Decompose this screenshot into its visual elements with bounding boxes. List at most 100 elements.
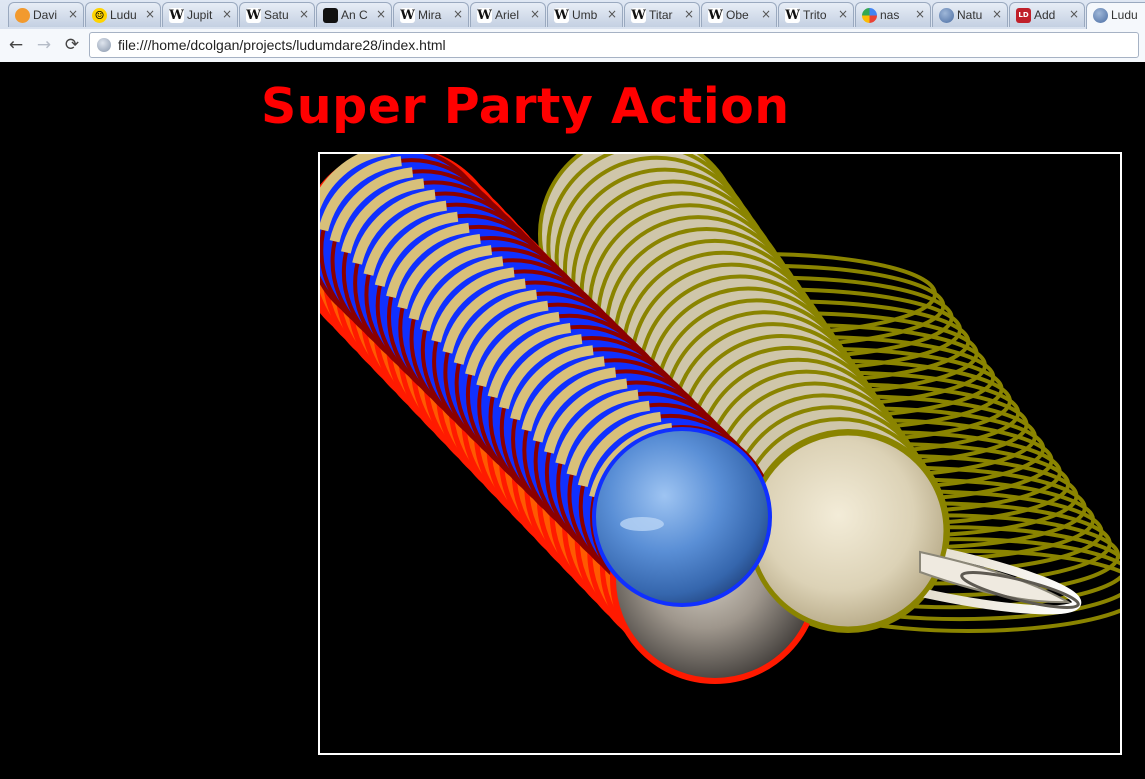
neptune-band-ghost (320, 154, 391, 210)
neptune-band-ghost (352, 189, 436, 265)
tab-label: Ludu (1111, 8, 1138, 22)
neptune-cloud (620, 517, 664, 531)
tab-6[interactable]: W Ariel × (470, 2, 546, 27)
neptune-band-ghost (487, 322, 572, 399)
wikipedia-icon: W (246, 8, 261, 23)
neptune-band-ghost (397, 233, 481, 310)
tab-14[interactable]: Ludu (1086, 2, 1145, 29)
close-tab-icon[interactable]: × (144, 7, 155, 21)
address-bar[interactable]: file:///home/dcolgan/projects/ludumdare2… (89, 32, 1139, 58)
tab-label: Davi (33, 8, 58, 22)
orange-circle-icon (15, 8, 30, 23)
tab-5[interactable]: W Mira × (393, 2, 469, 27)
tab-label: Ludu (110, 8, 137, 22)
neptune-band-ghost (419, 256, 504, 332)
globe-icon (939, 8, 954, 23)
page-body: Super Party Action (0, 62, 1145, 779)
tab-11[interactable]: nas × (855, 2, 931, 27)
wikipedia-icon: W (477, 8, 492, 23)
page-title: Super Party Action (261, 78, 790, 135)
tab-12[interactable]: Natu × (932, 2, 1008, 27)
tab-7[interactable]: W Umb × (547, 2, 623, 27)
neptune-band-ghost (431, 267, 515, 343)
saturn-ring-front (919, 550, 1072, 604)
tab-10[interactable]: W Trito × (778, 2, 854, 27)
neptune-band-ghost (408, 245, 493, 321)
wikipedia-icon: W (554, 8, 569, 23)
tab-strip: Davi × ☺ Ludu × W Jupit × W Satu × An C × W Mira × W Arie… (0, 0, 1145, 29)
close-tab-icon[interactable]: × (529, 7, 540, 21)
planet-bodies (592, 427, 1082, 684)
neptune-band-ghost (532, 367, 617, 443)
wikipedia-icon: W (785, 8, 800, 23)
forward-button[interactable]: → (36, 35, 52, 55)
tab-2[interactable]: W Jupit × (162, 2, 238, 27)
close-tab-icon[interactable]: × (375, 7, 386, 21)
neptune-band-ghost (320, 156, 402, 232)
tab-13[interactable]: LD Add × (1009, 2, 1085, 27)
neptune-band-ghost (498, 334, 583, 410)
neptune-band-ghost (340, 178, 425, 254)
close-tab-icon[interactable]: × (837, 7, 848, 21)
google-icon (862, 8, 877, 23)
neptune-band-ghost (577, 411, 662, 488)
address-text[interactable]: file:///home/dcolgan/projects/ludumdare2… (118, 37, 446, 53)
close-tab-icon[interactable]: × (760, 7, 771, 21)
neptune-band-ghost (453, 289, 538, 365)
neptune-band-ghost (555, 389, 639, 465)
close-tab-icon[interactable]: × (452, 7, 463, 21)
tab-label: Titar (649, 8, 673, 22)
saturn-ring-shadow (960, 571, 1080, 609)
tab-label: Obe (726, 8, 749, 22)
neptune-band-ghost (476, 311, 560, 388)
wikipedia-icon: W (708, 8, 723, 23)
close-tab-icon[interactable]: × (606, 7, 617, 21)
tab-label: Jupit (187, 8, 213, 22)
close-tab-icon[interactable]: × (914, 7, 925, 21)
smiley-icon: ☺ (92, 8, 107, 23)
neptune-band-ghost (386, 222, 470, 299)
tab-0[interactable]: Davi × (8, 2, 84, 27)
tab-9[interactable]: W Obe × (701, 2, 777, 27)
tab-label: Satu (264, 8, 289, 22)
tab-label: Ariel (495, 8, 520, 22)
close-tab-icon[interactable]: × (991, 7, 1002, 21)
close-tab-icon[interactable]: × (298, 7, 309, 21)
tab-4[interactable]: An C × (316, 2, 392, 27)
back-button[interactable]: ← (8, 35, 24, 55)
neptune-band-ghost (442, 278, 526, 354)
neptune-band-ghost (363, 200, 448, 276)
game-canvas[interactable] (318, 152, 1122, 755)
reload-button[interactable]: ⟳ (64, 35, 80, 55)
tab-1[interactable]: ☺ Ludu × (85, 2, 161, 27)
tab-label: Umb (572, 8, 598, 22)
neptune-band-ghost (374, 211, 459, 287)
browser-toolbar: ← → ⟳ file:///home/dcolgan/projects/ludu… (0, 29, 1145, 62)
close-tab-icon[interactable]: × (67, 7, 78, 21)
tab-label: Trito (803, 8, 827, 22)
wikipedia-icon: W (631, 8, 646, 23)
apod-icon (323, 8, 338, 23)
wikipedia-icon: W (169, 8, 184, 23)
page-icon (97, 38, 111, 52)
tab-label: nas (880, 8, 900, 22)
neptune-band-ghost (544, 378, 628, 454)
tab-label: Natu (957, 8, 983, 22)
close-tab-icon[interactable]: × (683, 7, 694, 21)
tab-label: Mira (418, 8, 442, 22)
close-tab-icon[interactable]: × (1068, 7, 1079, 21)
wikipedia-icon: W (400, 8, 415, 23)
globe-icon (1093, 8, 1108, 23)
neptune-planet (592, 427, 772, 607)
tab-label: Add (1034, 8, 1056, 22)
neptune-band-ghost (329, 167, 414, 243)
neptune-band-ghost (465, 300, 549, 376)
game-scene (320, 154, 1120, 684)
close-tab-icon[interactable]: × (221, 7, 232, 21)
neptune-band-ghost (521, 356, 605, 432)
tab-label: An C (341, 8, 368, 22)
tab-8[interactable]: W Titar × (624, 2, 700, 27)
tab-3[interactable]: W Satu × (239, 2, 315, 27)
ld-icon: LD (1016, 8, 1031, 23)
neptune-band-ghost (566, 400, 651, 476)
